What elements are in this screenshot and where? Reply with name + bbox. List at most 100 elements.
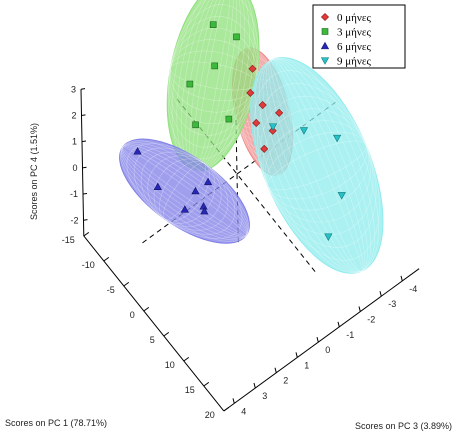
pc4-tick (80, 88, 86, 90)
pc1-tick-label: 0 (130, 310, 135, 320)
marker-0-months (258, 101, 267, 110)
pc3-tick-label: -4 (409, 284, 417, 294)
pc1-tick-label: 15 (185, 385, 195, 395)
ellipsoid-6-months-mesh (122, 146, 247, 236)
ellipsoid-9-months-mesh (271, 59, 362, 272)
pc1-tick-label: -10 (82, 260, 95, 270)
z-axis-title: Scores on PC 4 (1.51%) (29, 123, 39, 220)
legend-marker-0-months (320, 12, 330, 22)
ellipsoid-6-months (119, 138, 250, 244)
ellipsoid-6-months-mesh (120, 142, 249, 241)
legend: 0 μήνες 3 μήνες 6 μήνες 9 μήνες (312, 4, 406, 69)
ellipsoid-9-months-mesh (268, 59, 366, 272)
pc4-origin-line (235, 95, 239, 243)
pc3-tick (400, 275, 403, 282)
ellipsoid-9-months-mesh (266, 131, 368, 200)
pc3-tick-label: 0 (325, 345, 330, 355)
marker-0-months (248, 64, 257, 73)
pc3-tick-label: -3 (388, 299, 396, 309)
ellipsoid-6-months-body (119, 138, 250, 244)
ellipsoid-6-months-mesh (126, 143, 243, 239)
legend-label-0-months: 0 μήνες (337, 12, 371, 24)
marker-3-months (209, 21, 217, 29)
ellipsoid-6-months-mesh (121, 144, 248, 238)
pc1-tick (143, 306, 150, 312)
pc4-tick-label: 0 (72, 163, 77, 173)
marker-9-months (332, 134, 342, 143)
ellipsoid-6-months-mesh (147, 155, 222, 227)
pc3-tick-label: 2 (283, 376, 288, 386)
x-axis-title: Scores on PC 3 (3.89%) (355, 421, 452, 431)
marker-6-months (153, 182, 162, 190)
marker-6-months (133, 147, 142, 155)
pc3-tick (379, 291, 382, 297)
pc1-tick-label: -15 (62, 235, 75, 245)
pc4-axis-line (80, 89, 85, 236)
pc1-axis-line (83, 235, 225, 412)
marker-0-months (246, 88, 255, 97)
pc1-tick (163, 331, 170, 337)
marker-3-months (186, 80, 194, 88)
marker-9-months (337, 192, 346, 200)
ellipsoid-6-months-mesh (119, 140, 250, 242)
legend-label-3-months: 3 μήνες (337, 27, 371, 39)
ellipsoid-9-months-body (250, 57, 384, 274)
marker-3-months (211, 62, 218, 70)
ellipsoid-9-months-mesh (264, 120, 369, 211)
pc3-tick-label: 3 (262, 391, 267, 401)
pc1-tick (123, 281, 130, 287)
pc3-axis-line (223, 268, 420, 412)
marker-6-months (180, 205, 189, 213)
legend-box (312, 4, 406, 69)
ellipsoid-9-months-mesh (267, 140, 367, 191)
marker-0-months (252, 118, 261, 127)
pc1-tick (223, 406, 230, 412)
pc3-tick (232, 398, 235, 404)
pc1-tick (183, 356, 190, 362)
pc4-tick (83, 219, 88, 221)
marker-3-months (225, 115, 233, 123)
ellipsoid-9-months-mesh (253, 70, 380, 261)
marker-0-months (260, 144, 269, 153)
pc3-tick-label: -1 (346, 330, 354, 340)
marker-6-months (203, 177, 213, 186)
pc3-tick-label: -2 (367, 315, 375, 325)
ellipsoid-6-months-mesh (121, 143, 248, 239)
pc1-tick-label: -5 (107, 285, 115, 295)
pc3-tick-label: 1 (304, 360, 309, 370)
marker-9-months (268, 123, 278, 131)
marker-6-months (191, 186, 200, 195)
ellipsoid-9-months-mesh (254, 57, 379, 274)
pc3-tick (274, 367, 277, 373)
pc4-tick-label: -1 (70, 189, 78, 199)
pc4-tick (82, 192, 88, 195)
pc3-tick (253, 382, 256, 389)
ellipsoid-6-months-mesh (133, 147, 236, 235)
pc4-tick-label: 3 (71, 84, 76, 94)
legend-marker-3-months (321, 28, 329, 35)
ellipsoid-6-months-mesh (140, 151, 229, 231)
marker-0-months (268, 126, 277, 135)
pc1-tick-label: 20 (205, 410, 215, 420)
ellipsoid-9-months-mesh (262, 108, 371, 223)
pc3-tick (295, 352, 298, 358)
pc4-tick (81, 114, 86, 116)
ellipsoid-6-months-mesh (122, 146, 247, 237)
pc1-tick-label: 5 (150, 335, 155, 345)
ellipsoid-9-months-mesh (260, 95, 374, 236)
pc3-tick (316, 336, 319, 343)
ellipsoid-9-months-mesh (258, 58, 375, 273)
ellipsoid-9-months-mesh (265, 58, 368, 273)
pc4-tick-label: 2 (71, 110, 76, 120)
ellipsoids-layer (119, 0, 384, 274)
legend-label-9-months: 9 μήνες (337, 56, 371, 68)
pc3-tick (358, 306, 361, 312)
legend-entries: 0 μήνες 3 μήνες 6 μήνες 9 μήνες (320, 12, 371, 68)
pc4-tick-label: -2 (70, 215, 78, 225)
ellipsoid-9-months-mesh (270, 59, 364, 272)
ellipsoid-9-months-mesh (262, 58, 372, 273)
marker-0-months (275, 108, 284, 117)
pc4-tick-label: 1 (72, 137, 77, 147)
pc3-tick-label: 4 (241, 406, 246, 416)
marker-6-months (200, 206, 209, 215)
